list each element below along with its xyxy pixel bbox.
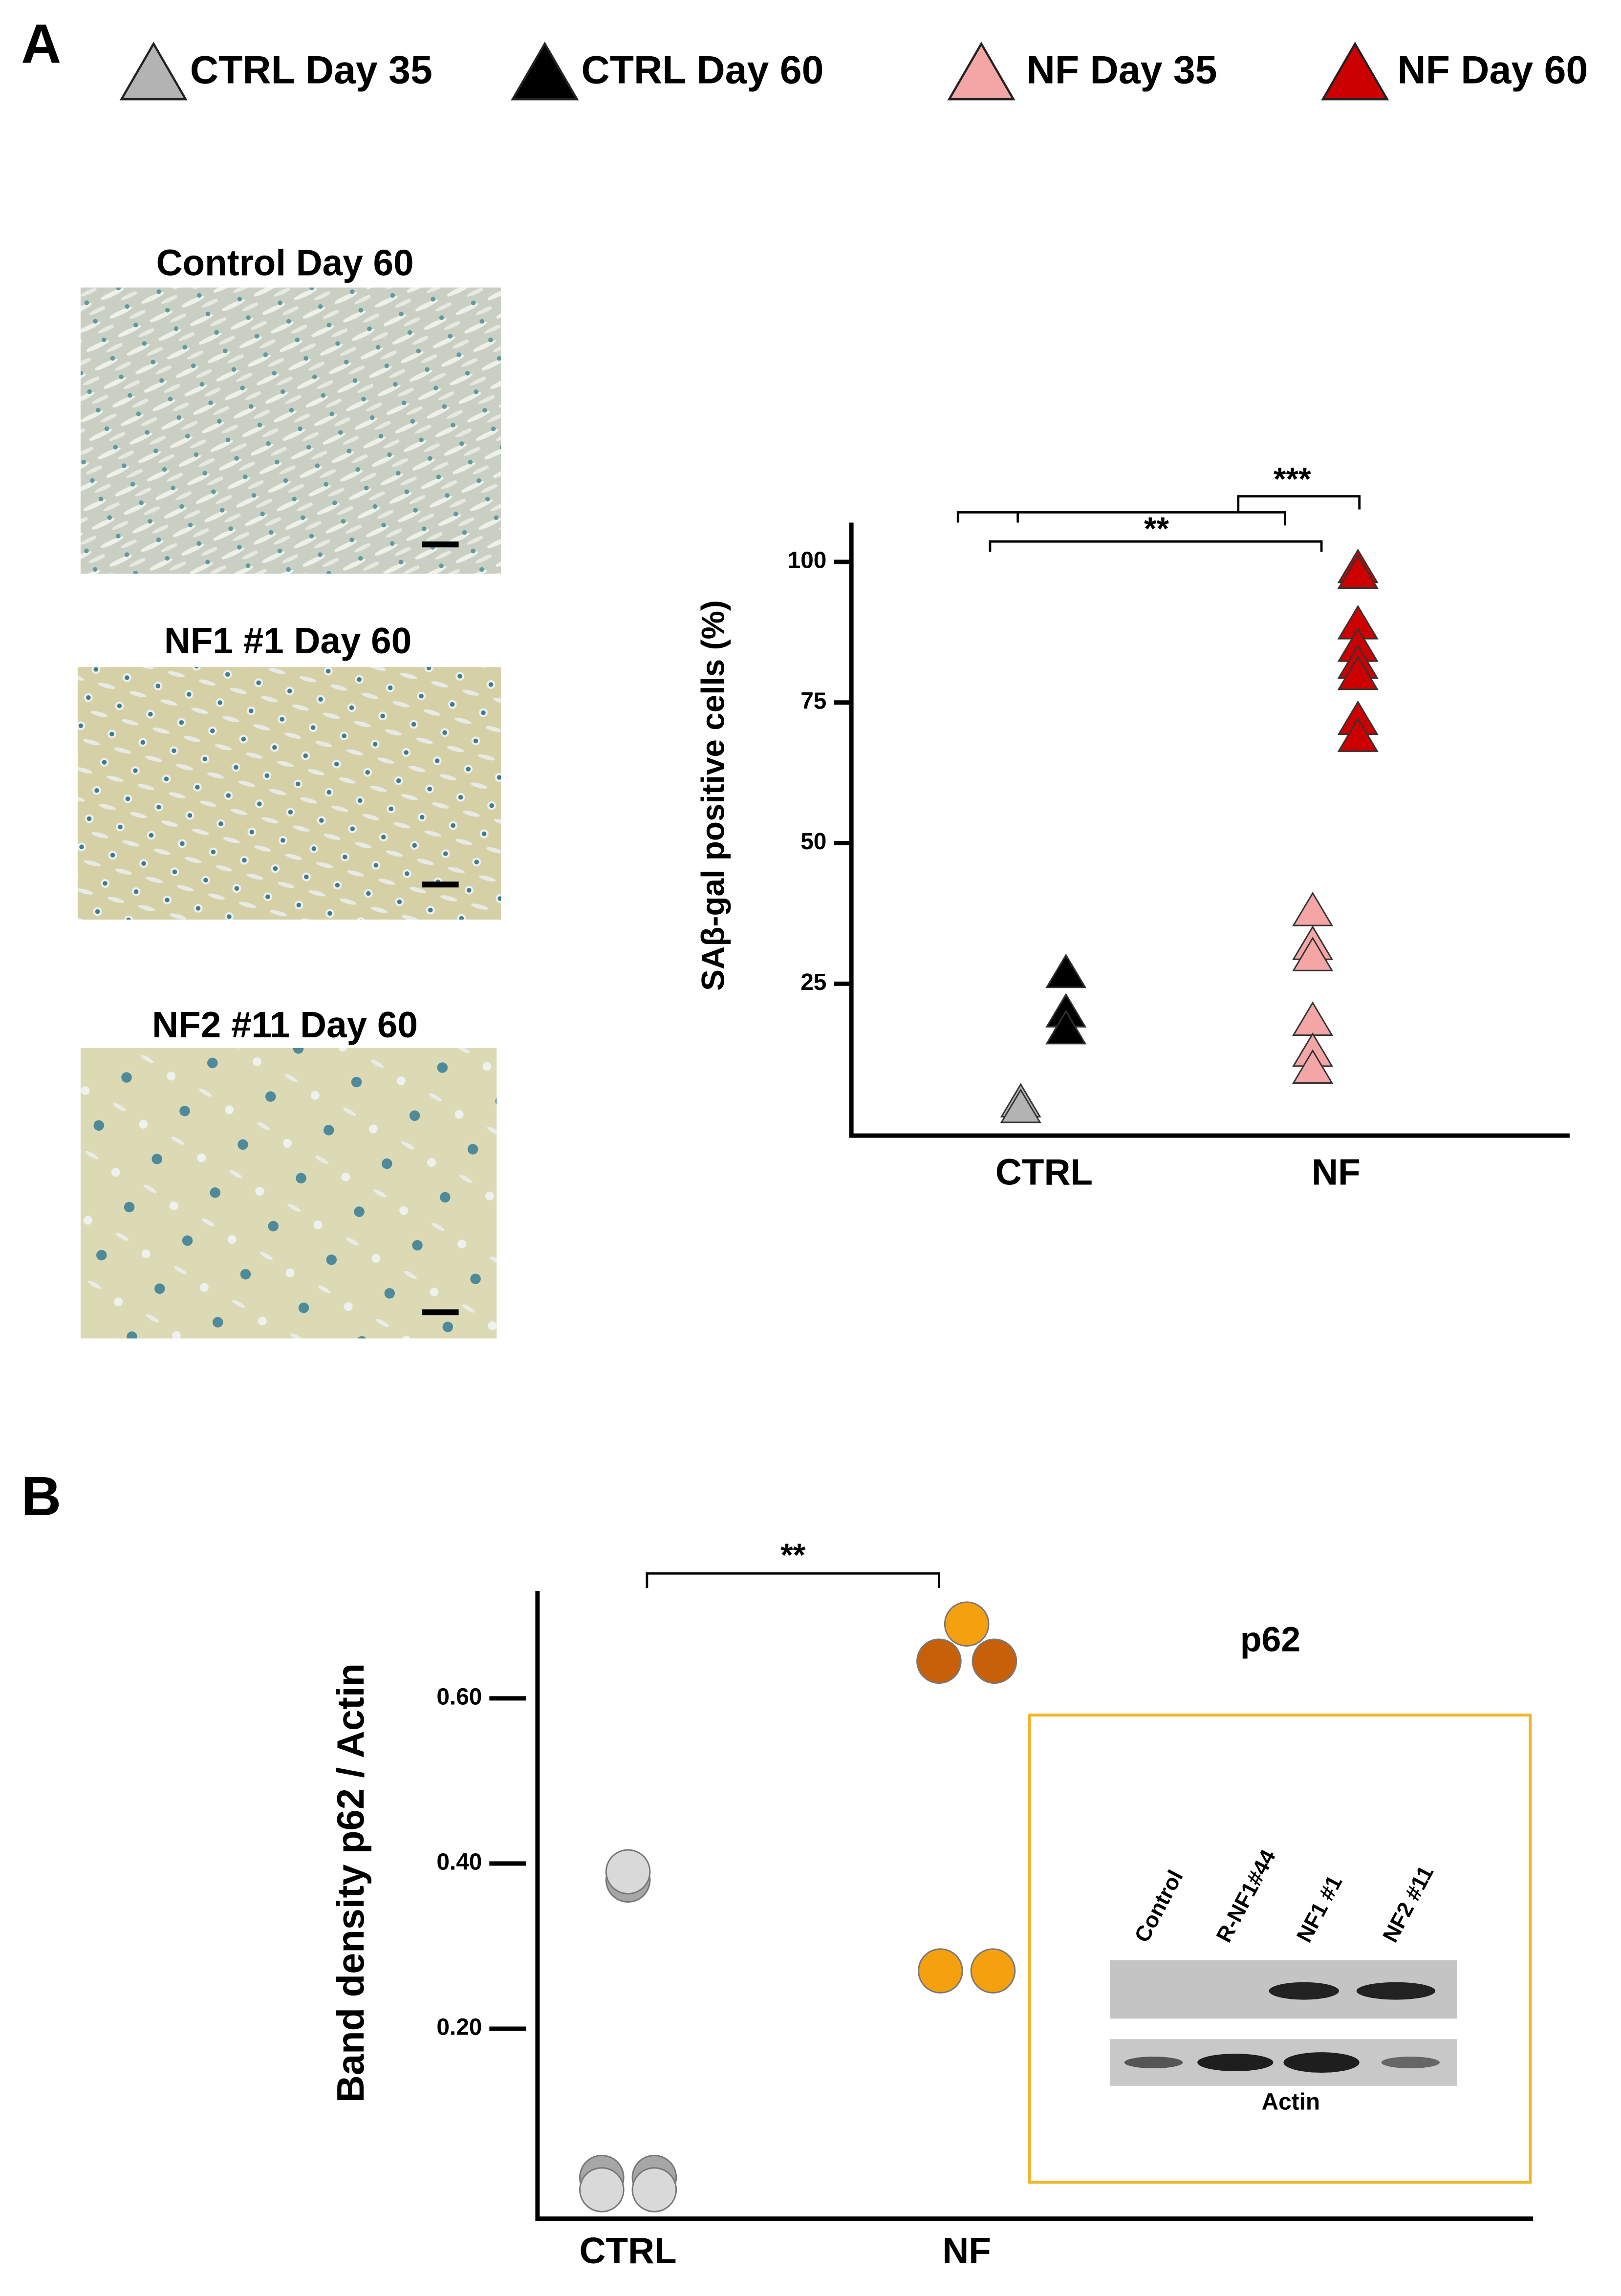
data-point [1292, 891, 1334, 926]
data-point [972, 1638, 1017, 1684]
blot-band [1269, 1982, 1339, 2000]
legend-label: CTRL Day 60 [581, 48, 823, 92]
scale-bar [422, 541, 459, 548]
y-tick-label: 0.40 [436, 1849, 482, 1875]
data-point [1292, 936, 1334, 971]
scale-bar [422, 881, 459, 888]
data-point [605, 1849, 651, 1895]
micrograph [80, 1048, 497, 1339]
data-point [1000, 1088, 1041, 1123]
y-tick-label: 100 [788, 548, 827, 574]
inset-title: p62 [1240, 1620, 1301, 1659]
legend-label: NF Day 60 [1397, 48, 1588, 92]
blot-band [1356, 1982, 1436, 2000]
data-point [970, 1948, 1016, 1994]
data-point [918, 1948, 963, 1994]
y-tick-label: 75 [800, 688, 826, 714]
y-tick-label: 50 [800, 829, 826, 855]
blot-band [1381, 2057, 1440, 2068]
data-point [1292, 1049, 1334, 1084]
y-tick-label: 0.20 [436, 2015, 482, 2040]
y-tick-label: 0.60 [436, 1684, 482, 1710]
y-tick-label: 25 [800, 969, 826, 995]
data-point [1337, 717, 1379, 752]
legend-marker [119, 42, 188, 101]
lane-label: NF2 #11 [1378, 1862, 1439, 1946]
significance-label: ** [780, 1537, 806, 1573]
lane-label: NF1 #1 [1292, 1871, 1347, 1946]
axis-line [849, 522, 1570, 1138]
image-title: NF2 #11 Day 60 [152, 1004, 418, 1045]
data-point [579, 2167, 625, 2212]
lane-label: R-NF1#44 [1211, 1845, 1280, 1946]
scale-bar [422, 1309, 459, 1315]
axis-line [535, 1591, 1534, 2221]
x-tick-label: NF [942, 2230, 991, 2271]
panel-label: A [21, 13, 61, 75]
lane-label: Control [1130, 1866, 1188, 1946]
loading-label: Actin [1262, 2089, 1320, 2115]
micrograph [80, 287, 501, 574]
data-point [631, 2167, 677, 2212]
y-axis-label: SAβ-gal positive cells (%) [695, 600, 731, 991]
data-point [1292, 1001, 1334, 1036]
micrograph [77, 667, 501, 920]
significance-bracket [989, 540, 1323, 552]
data-point [1337, 655, 1379, 690]
legend-label: CTRL Day 35 [190, 48, 432, 92]
data-point [1337, 554, 1379, 589]
legend-label: NF Day 35 [1027, 48, 1217, 92]
significance-label: ** [1144, 511, 1169, 547]
legend-marker [1321, 42, 1389, 101]
x-tick-label: CTRL [580, 2230, 677, 2271]
significance-label: *** [1274, 461, 1311, 497]
significance-bracket [956, 495, 1361, 526]
data-point [1045, 953, 1087, 988]
blot-band [1124, 2057, 1183, 2068]
image-title: NF1 #1 Day 60 [164, 620, 411, 661]
data-point [1045, 1009, 1087, 1045]
panel-label: B [21, 1465, 61, 1527]
data-point [944, 1601, 990, 1647]
image-title: Control Day 60 [156, 242, 414, 283]
legend-marker [511, 42, 579, 101]
inset-box [1028, 1714, 1532, 2184]
blot-band [1283, 2052, 1360, 2073]
x-tick-label: NF [1312, 1151, 1361, 1192]
y-axis-label: Band density p62 / Actin [330, 1663, 372, 2103]
significance-bracket [646, 1572, 940, 1588]
blot-band [1197, 2054, 1274, 2071]
legend-marker [947, 42, 1016, 101]
x-tick-label: CTRL [995, 1151, 1093, 1192]
data-point [916, 1638, 962, 1684]
